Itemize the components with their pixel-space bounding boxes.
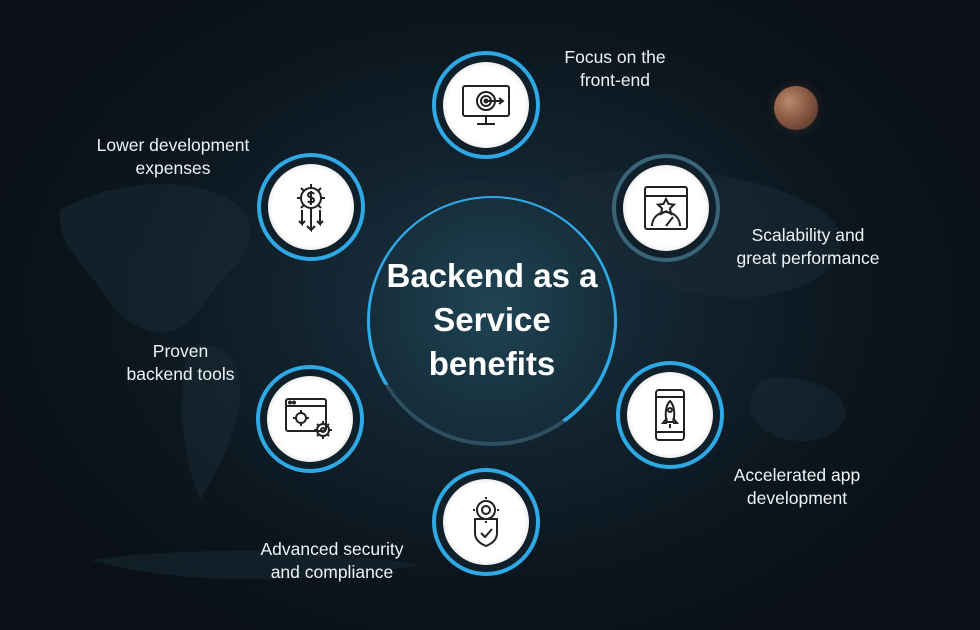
rocket-phone-icon [655, 389, 685, 441]
dollar-gear-icon [297, 184, 325, 233]
icon-disc [268, 164, 354, 250]
benefit-node-front-end [431, 50, 541, 160]
icon-disc [623, 165, 709, 251]
benefit-node-security [431, 467, 541, 577]
benefit-label-accelerated: Accelerated app development [733, 465, 861, 508]
security-shield-icon [473, 497, 499, 548]
benefit-node-scalability [611, 153, 721, 263]
performance-gauge-icon [644, 186, 688, 230]
center-circle: Backend as a Service benefits [370, 198, 614, 442]
gear-window-icon [285, 398, 332, 439]
benefit-node-accelerated [615, 360, 725, 470]
benefit-label-security: Advanced security and compliance [260, 539, 404, 582]
icon-disc [627, 372, 713, 458]
benefit-node-tools [255, 364, 365, 474]
benefit-label-expenses: Lower development expenses [96, 135, 250, 178]
benefit-label-scalability: Scalability and great performance [736, 225, 880, 268]
benefit-label-tools: Proven backend tools [126, 341, 235, 384]
planet-decoration [774, 86, 818, 130]
benefit-node-expenses [256, 152, 366, 262]
icon-disc [443, 62, 529, 148]
diagram-title: Backend as a Service benefits [386, 257, 598, 382]
icon-disc [267, 376, 353, 462]
benefit-label-front-end: Focus on the front-end [564, 47, 666, 90]
target-monitor-icon [462, 85, 510, 125]
icon-disc [443, 479, 529, 565]
